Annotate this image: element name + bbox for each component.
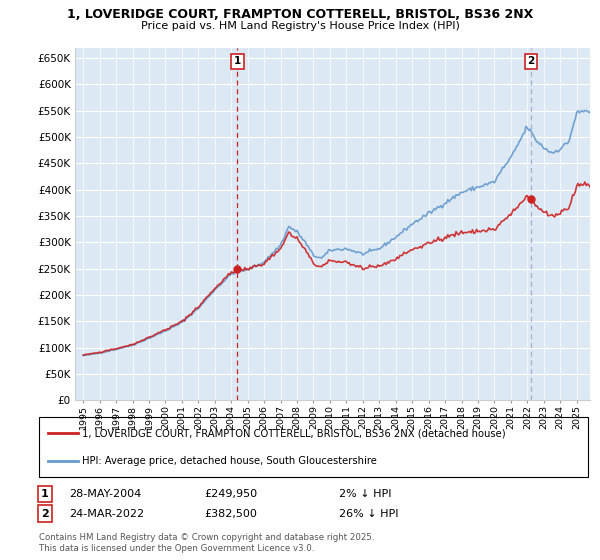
Text: 1, LOVERIDGE COURT, FRAMPTON COTTERELL, BRISTOL, BS36 2NX (detached house): 1, LOVERIDGE COURT, FRAMPTON COTTERELL, … [82, 428, 506, 438]
Text: 26% ↓ HPI: 26% ↓ HPI [339, 508, 398, 519]
Text: Price paid vs. HM Land Registry's House Price Index (HPI): Price paid vs. HM Land Registry's House … [140, 21, 460, 31]
Text: 1, LOVERIDGE COURT, FRAMPTON COTTERELL, BRISTOL, BS36 2NX: 1, LOVERIDGE COURT, FRAMPTON COTTERELL, … [67, 8, 533, 21]
Text: 2: 2 [527, 57, 535, 67]
Text: 2% ↓ HPI: 2% ↓ HPI [339, 489, 391, 499]
Text: £249,950: £249,950 [204, 489, 257, 499]
Text: £382,500: £382,500 [204, 508, 257, 519]
Text: Contains HM Land Registry data © Crown copyright and database right 2025.
This d: Contains HM Land Registry data © Crown c… [39, 533, 374, 553]
Text: HPI: Average price, detached house, South Gloucestershire: HPI: Average price, detached house, Sout… [82, 456, 377, 466]
Text: 28-MAY-2004: 28-MAY-2004 [69, 489, 141, 499]
Text: 1: 1 [41, 489, 49, 499]
Text: 1: 1 [234, 57, 241, 67]
Text: 2: 2 [41, 508, 49, 519]
Text: 24-MAR-2022: 24-MAR-2022 [69, 508, 144, 519]
